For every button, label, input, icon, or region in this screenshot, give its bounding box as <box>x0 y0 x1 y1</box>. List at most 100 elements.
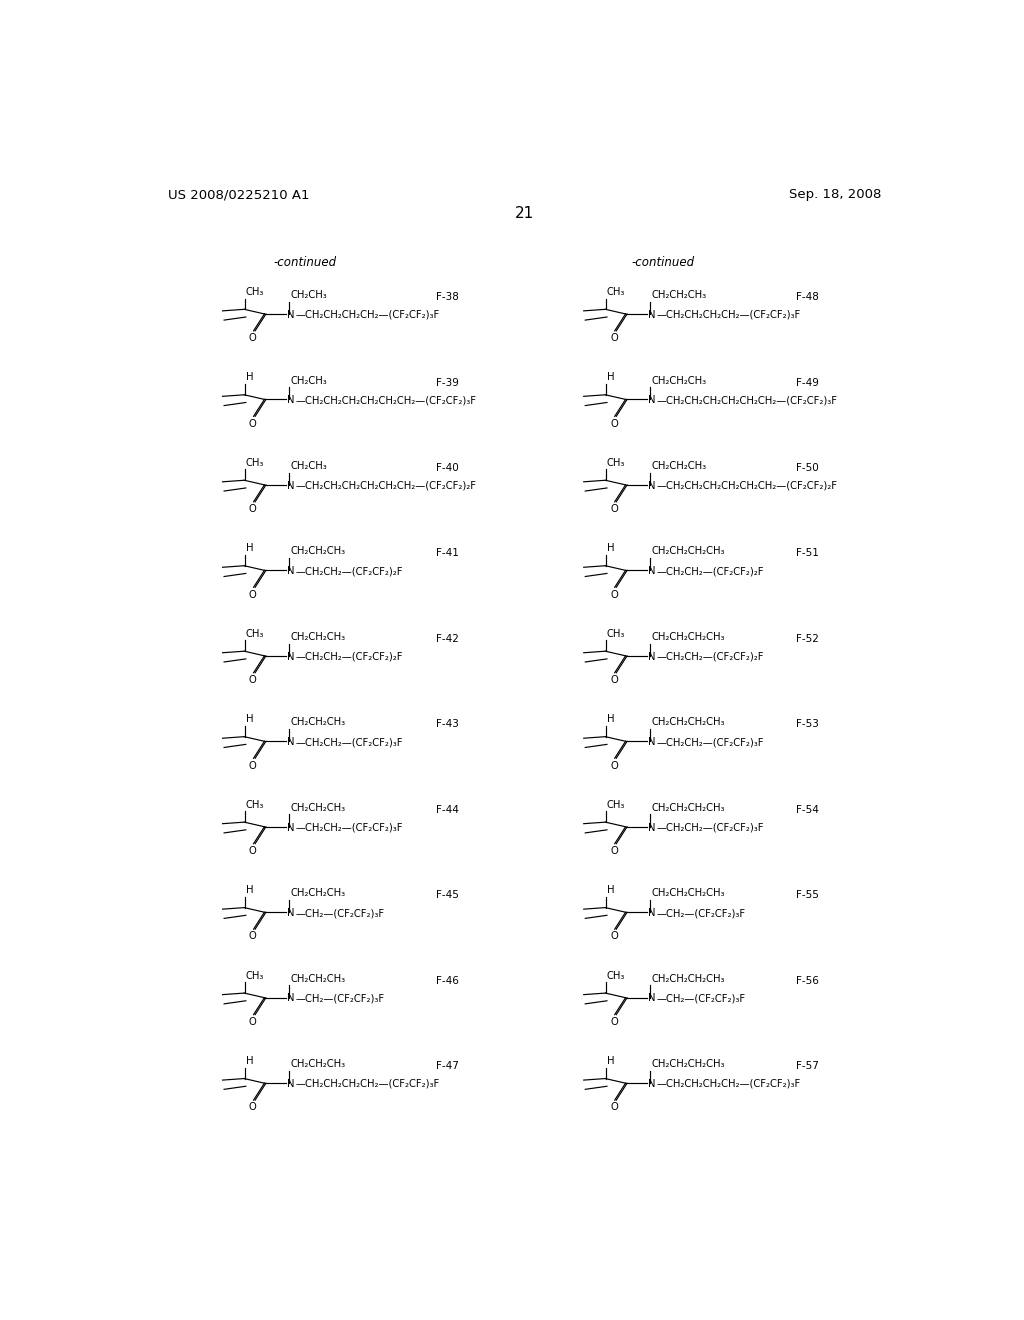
Text: N: N <box>648 310 655 319</box>
Text: F-57: F-57 <box>796 1061 819 1072</box>
Text: —CH₂CH₂—(CF₂CF₂)₃F: —CH₂CH₂—(CF₂CF₂)₃F <box>656 822 764 833</box>
Text: N: N <box>648 737 655 747</box>
Text: N: N <box>287 652 294 661</box>
Text: O: O <box>249 590 257 599</box>
Text: —CH₂CH₂—(CF₂CF₂)₂F: —CH₂CH₂—(CF₂CF₂)₂F <box>656 652 764 661</box>
Text: N: N <box>287 480 294 491</box>
Text: N: N <box>287 310 294 319</box>
Text: —CH₂CH₂CH₂CH₂—(CF₂CF₂)₃F: —CH₂CH₂CH₂CH₂—(CF₂CF₂)₃F <box>295 1078 439 1089</box>
Text: O: O <box>249 333 257 343</box>
Text: O: O <box>610 333 617 343</box>
Text: N: N <box>287 822 294 833</box>
Text: —CH₂CH₂CH₂CH₂—(CF₂CF₂)₃F: —CH₂CH₂CH₂CH₂—(CF₂CF₂)₃F <box>656 1078 801 1089</box>
Text: —CH₂CH₂—(CF₂CF₂)₂F: —CH₂CH₂—(CF₂CF₂)₂F <box>295 652 402 661</box>
Text: CH₂CH₂CH₃: CH₂CH₂CH₃ <box>291 718 346 727</box>
Text: O: O <box>249 932 257 941</box>
Text: —CH₂—(CF₂CF₂)₃F: —CH₂—(CF₂CF₂)₃F <box>295 908 385 917</box>
Text: CH₃: CH₃ <box>607 628 626 639</box>
Text: Sep. 18, 2008: Sep. 18, 2008 <box>788 189 882 202</box>
Text: CH₂CH₂CH₃: CH₂CH₂CH₃ <box>291 546 346 557</box>
Text: F-56: F-56 <box>796 975 819 986</box>
Text: —CH₂CH₂—(CF₂CF₂)₂F: —CH₂CH₂—(CF₂CF₂)₂F <box>295 566 402 576</box>
Text: N: N <box>648 908 655 917</box>
Text: CH₂CH₂CH₂CH₃: CH₂CH₂CH₂CH₃ <box>652 803 725 813</box>
Text: CH₂CH₂CH₂CH₃: CH₂CH₂CH₂CH₃ <box>652 718 725 727</box>
Text: H: H <box>607 1056 614 1067</box>
Text: CH₂CH₂CH₂CH₃: CH₂CH₂CH₂CH₃ <box>652 546 725 557</box>
Text: N: N <box>287 994 294 1003</box>
Text: F-42: F-42 <box>436 634 460 644</box>
Text: CH₂CH₃: CH₂CH₃ <box>291 290 328 300</box>
Text: CH₂CH₂CH₃: CH₂CH₂CH₃ <box>291 632 346 642</box>
Text: CH₃: CH₃ <box>246 970 264 981</box>
Text: N: N <box>287 737 294 747</box>
Text: H: H <box>607 714 614 725</box>
Text: CH₂CH₂CH₃: CH₂CH₂CH₃ <box>291 974 346 983</box>
Text: F-40: F-40 <box>436 463 459 473</box>
Text: F-47: F-47 <box>436 1061 460 1072</box>
Text: CH₂CH₂CH₃: CH₂CH₂CH₃ <box>652 461 707 471</box>
Text: CH₃: CH₃ <box>246 800 264 810</box>
Text: CH₂CH₂CH₃: CH₂CH₂CH₃ <box>652 376 707 385</box>
Text: O: O <box>610 1016 617 1027</box>
Text: O: O <box>610 675 617 685</box>
Text: CH₃: CH₃ <box>246 286 264 297</box>
Text: O: O <box>249 504 257 513</box>
Text: —CH₂CH₂—(CF₂CF₂)₃F: —CH₂CH₂—(CF₂CF₂)₃F <box>295 737 402 747</box>
Text: CH₃: CH₃ <box>246 628 264 639</box>
Text: O: O <box>610 504 617 513</box>
Text: N: N <box>648 652 655 661</box>
Text: H: H <box>607 372 614 383</box>
Text: CH₂CH₃: CH₂CH₃ <box>291 461 328 471</box>
Text: N: N <box>648 395 655 405</box>
Text: —CH₂CH₂CH₂CH₂CH₂CH₂—(CF₂CF₂)₃F: —CH₂CH₂CH₂CH₂CH₂CH₂—(CF₂CF₂)₃F <box>295 395 476 405</box>
Text: F-39: F-39 <box>436 378 460 388</box>
Text: US 2008/0225210 A1: US 2008/0225210 A1 <box>168 189 310 202</box>
Text: F-48: F-48 <box>796 292 819 302</box>
Text: O: O <box>249 675 257 685</box>
Text: N: N <box>648 566 655 576</box>
Text: N: N <box>287 566 294 576</box>
Text: CH₂CH₂CH₃: CH₂CH₂CH₃ <box>291 803 346 813</box>
Text: CH₂CH₂CH₃: CH₂CH₂CH₃ <box>291 888 346 899</box>
Text: CH₃: CH₃ <box>607 286 626 297</box>
Text: F-54: F-54 <box>796 805 819 814</box>
Text: O: O <box>249 1102 257 1113</box>
Text: —CH₂—(CF₂CF₂)₃F: —CH₂—(CF₂CF₂)₃F <box>295 994 385 1003</box>
Text: N: N <box>287 1078 294 1089</box>
Text: CH₃: CH₃ <box>607 800 626 810</box>
Text: F-51: F-51 <box>796 549 819 558</box>
Text: N: N <box>648 480 655 491</box>
Text: N: N <box>648 994 655 1003</box>
Text: O: O <box>610 760 617 771</box>
Text: H: H <box>246 714 253 725</box>
Text: CH₂CH₂CH₂CH₃: CH₂CH₂CH₂CH₃ <box>652 632 725 642</box>
Text: CH₂CH₂CH₃: CH₂CH₂CH₃ <box>652 290 707 300</box>
Text: -continued: -continued <box>273 256 336 269</box>
Text: F-50: F-50 <box>796 463 819 473</box>
Text: H: H <box>246 372 253 383</box>
Text: CH₂CH₂CH₂CH₃: CH₂CH₂CH₂CH₃ <box>652 974 725 983</box>
Text: F-45: F-45 <box>436 891 460 900</box>
Text: H: H <box>607 886 614 895</box>
Text: O: O <box>249 418 257 429</box>
Text: CH₂CH₂CH₂CH₃: CH₂CH₂CH₂CH₃ <box>652 1060 725 1069</box>
Text: O: O <box>610 932 617 941</box>
Text: F-38: F-38 <box>436 292 460 302</box>
Text: H: H <box>246 1056 253 1067</box>
Text: H: H <box>607 544 614 553</box>
Text: F-43: F-43 <box>436 719 460 730</box>
Text: F-46: F-46 <box>436 975 460 986</box>
Text: CH₃: CH₃ <box>246 458 264 469</box>
Text: 21: 21 <box>515 206 535 222</box>
Text: —CH₂—(CF₂CF₂)₃F: —CH₂—(CF₂CF₂)₃F <box>656 908 745 917</box>
Text: —CH₂—(CF₂CF₂)₃F: —CH₂—(CF₂CF₂)₃F <box>656 994 745 1003</box>
Text: H: H <box>246 544 253 553</box>
Text: H: H <box>246 886 253 895</box>
Text: F-44: F-44 <box>436 805 460 814</box>
Text: F-55: F-55 <box>796 891 819 900</box>
Text: F-49: F-49 <box>796 378 819 388</box>
Text: N: N <box>287 395 294 405</box>
Text: -continued: -continued <box>631 256 694 269</box>
Text: CH₂CH₂CH₃: CH₂CH₂CH₃ <box>291 1060 346 1069</box>
